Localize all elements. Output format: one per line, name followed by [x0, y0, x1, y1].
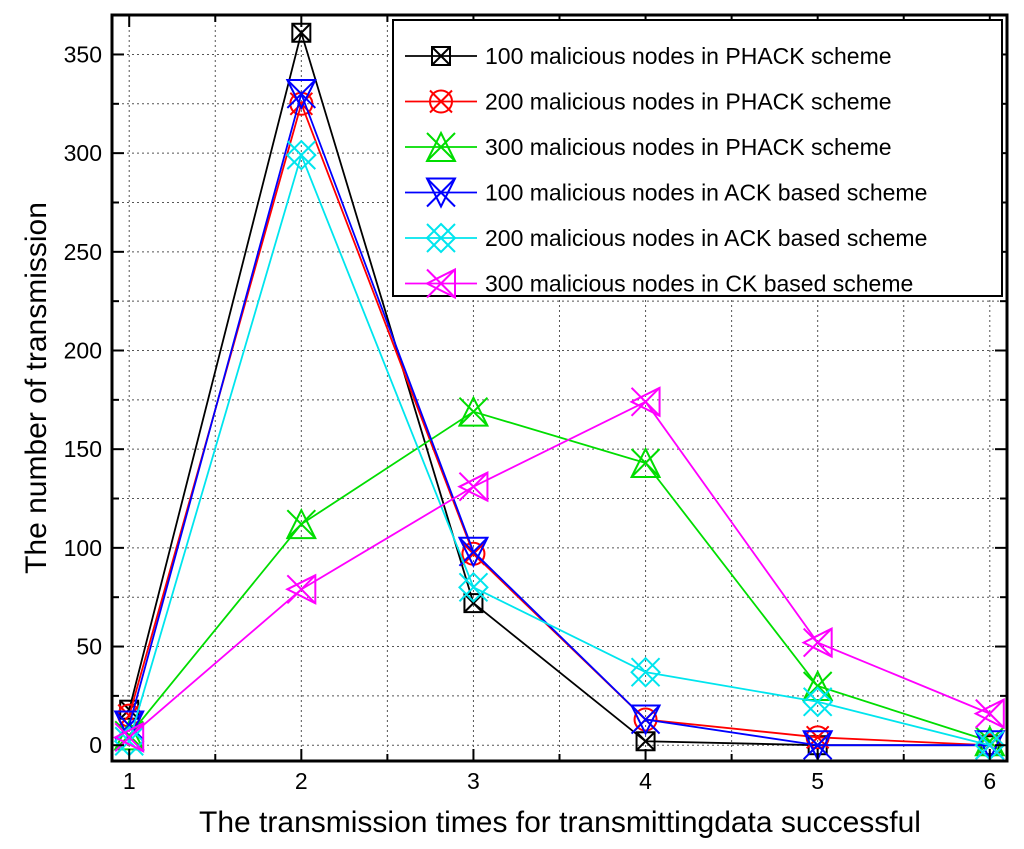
data-point: [802, 686, 834, 718]
y-tick-label: 50: [76, 634, 102, 660]
data-point: [112, 721, 145, 753]
data-point: [285, 78, 317, 111]
x-axis-title: The transmission times for transmittingd…: [199, 806, 921, 839]
legend-entry: 300 malicious nodes in CK based scheme: [405, 267, 913, 300]
data-point: [457, 536, 490, 569]
series-6: [112, 386, 1005, 753]
data-point: [629, 386, 661, 418]
data-point: [629, 446, 662, 478]
legend-entry: 200 malicious nodes in PHACK scheme: [405, 89, 892, 115]
legend-entry: 300 malicious nodes in PHACK scheme: [405, 130, 892, 162]
legend-marker: [425, 177, 457, 209]
y-tick-label: 150: [64, 436, 102, 462]
legend-entry: 100 malicious nodes in ACK based scheme: [405, 177, 927, 209]
legend-label: 100 malicious nodes in PHACK scheme: [485, 43, 892, 69]
x-tick-label: 1: [123, 768, 136, 794]
x-tick-label: 5: [811, 768, 824, 794]
series-line: [128, 400, 991, 738]
data-point: [630, 656, 661, 688]
legend-label: 100 malicious nodes in ACK based scheme: [485, 180, 927, 206]
data-point: [802, 669, 834, 702]
x-tick-label: 3: [467, 768, 480, 794]
y-tick-label: 250: [64, 239, 102, 265]
x-tick-label: 2: [295, 768, 308, 794]
x-tick-label: 6: [983, 768, 996, 794]
x-tick-label: 4: [639, 768, 652, 794]
legend-label: 300 malicious nodes in PHACK scheme: [485, 134, 892, 160]
y-tick-label: 350: [64, 41, 102, 67]
series-line: [128, 91, 990, 747]
series-5: [113, 139, 1006, 761]
data-point: [457, 471, 489, 503]
legend: 100 malicious nodes in PHACK scheme 200 m…: [392, 19, 1003, 300]
y-tick-label: 0: [89, 732, 102, 758]
series-line: [128, 410, 991, 743]
y-tick-label: 100: [64, 535, 102, 561]
y-tick-label: 300: [64, 140, 102, 166]
data-point: [457, 395, 490, 427]
series-line: [128, 152, 991, 747]
legend-label: 300 malicious nodes in CK based scheme: [485, 271, 913, 297]
legend-marker: [431, 46, 451, 66]
data-point: [973, 698, 1005, 730]
legend-marker: [424, 267, 456, 300]
data-point: [801, 626, 833, 659]
y-axis-title: The number of transmission: [20, 202, 53, 574]
legend-marker: [429, 89, 453, 114]
data-point: [802, 730, 834, 762]
data-point: [463, 593, 484, 614]
data-point: [285, 507, 317, 540]
legend-entry: 100 malicious nodes in PHACK scheme: [405, 43, 892, 69]
legend-label: 200 malicious nodes in ACK based scheme: [485, 225, 927, 251]
data-point: [285, 573, 317, 605]
legend-label: 200 malicious nodes in PHACK scheme: [485, 89, 892, 115]
y-tick-label: 200: [64, 338, 102, 364]
data-point: [285, 139, 317, 171]
legend-box: [392, 19, 1003, 297]
legend-marker: [425, 130, 457, 162]
data-point: [629, 704, 662, 736]
legend-entry: 200 malicious nodes in ACK based scheme: [405, 222, 927, 254]
legend-marker: [425, 222, 457, 254]
series-layer: [112, 22, 1006, 762]
data-point: [458, 571, 489, 603]
